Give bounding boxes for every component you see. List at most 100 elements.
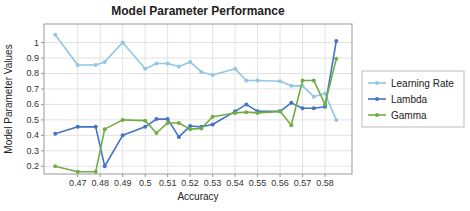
series-point [199,126,203,130]
series-point [278,109,282,113]
series-point [256,78,260,82]
series-line [55,59,336,172]
series-point [94,125,98,129]
x-tick [212,174,213,177]
series-point [53,164,57,168]
axes: 0.470.480.490.50.510.520.530.540.550.560… [26,38,333,188]
x-tick [100,174,101,177]
y-grid-line [44,150,352,151]
y-grid-line [44,166,352,167]
y-grid-line [44,42,352,43]
y-grid-line [44,104,352,105]
series-point [154,131,158,135]
x-tick-label: 0.49 [114,178,132,188]
series-point [211,73,215,77]
series-point [94,170,98,174]
series-point [53,33,57,37]
y-tick [41,135,44,136]
y-tick-label: 0.6 [26,99,39,109]
x-grid-line [77,24,78,174]
series-point [103,127,107,131]
series-point [312,78,316,82]
series-point [301,78,305,82]
x-tick-label: 0.58 [316,178,334,188]
series-point [154,61,158,65]
series-point [289,123,293,127]
x-tick-label: 0.51 [159,178,177,188]
x-tick [145,174,146,177]
series-point [76,170,80,174]
series-point [76,63,80,67]
series-point [154,117,158,121]
y-tick-label: 0.2 [26,161,39,171]
y-tick-label: 0.3 [26,146,39,156]
series-point [143,67,147,71]
x-tick-label: 0.55 [249,178,267,188]
y-tick-label: 1 [34,38,39,48]
y-tick [41,88,44,89]
y-tick [41,150,44,151]
y-tick [41,73,44,74]
legend-marker [375,113,379,117]
series-point [334,118,338,122]
y-grid-line [44,58,352,59]
series-point [244,102,248,106]
x-tick [77,174,78,177]
legend-label: Learning Rate [391,78,454,89]
series-point [256,111,260,115]
x-tick-label: 0.47 [69,178,87,188]
y-tick [41,58,44,59]
x-grid-line [190,24,191,174]
y-tick [41,166,44,167]
series-point [233,111,237,115]
series-point [103,164,107,168]
x-tick-label: 0.53 [204,178,222,188]
y-tick [41,42,44,43]
series-point [211,123,215,127]
series-line [55,41,336,166]
series-point [233,67,237,71]
legend-box [362,71,464,127]
series-point [166,121,170,125]
series-line [55,35,336,120]
x-tick [257,174,258,177]
series-point [312,106,316,110]
y-grid-line [44,119,352,120]
series-point [121,41,125,45]
series-point [121,118,125,122]
title: Model Parameter Performance [111,4,285,18]
y-tick [41,104,44,105]
y-tick-label: 0.9 [26,53,39,63]
series-point [244,78,248,82]
x-tick-label: 0.54 [226,178,244,188]
series-point [278,109,282,113]
legend-label: Lambda [391,94,428,105]
y-grid-line [44,135,352,136]
x-tick-label: 0.52 [181,178,199,188]
series-point [143,119,147,123]
legend: Learning RateLambdaGamma [362,71,464,127]
grid [44,24,352,174]
x-tick [280,174,281,177]
x-tick-label: 0.56 [271,178,289,188]
x-tick [302,174,303,177]
y-grid-line [44,73,352,74]
series-point [334,57,338,61]
series-point [188,60,192,64]
series-point [94,63,98,67]
series-group [53,33,338,174]
x-grid-line [257,24,258,174]
x-tick-label: 0.5 [139,178,152,188]
plot-frame [44,24,352,174]
y-tick-label: 0.5 [26,115,39,125]
series-point [177,65,181,69]
x-grid-line [122,24,123,174]
series-point [177,135,181,139]
x-grid-line [167,24,168,174]
series-point [278,79,282,83]
series-point [103,60,107,64]
y-tick [41,119,44,120]
series-point [166,117,170,121]
x-tick [167,174,168,177]
series-point [323,102,327,106]
